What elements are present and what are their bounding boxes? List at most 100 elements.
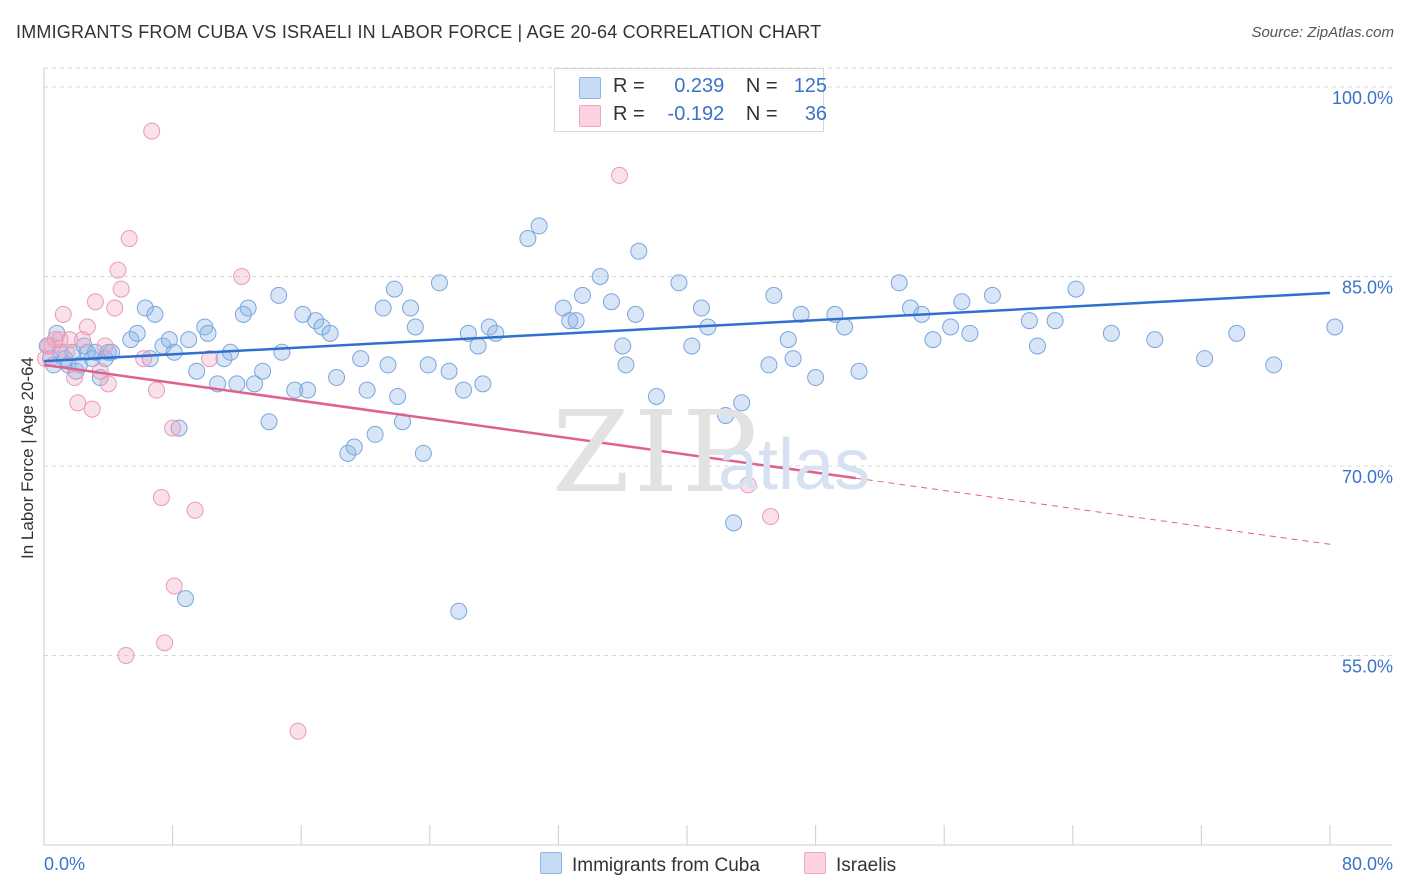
y-axis-label: In Labor Force | Age 20-64 [18, 357, 37, 559]
cuba-point [670, 274, 688, 292]
israelis-point [152, 489, 170, 507]
israelis-point [289, 722, 307, 740]
cuba-point [561, 312, 579, 330]
cuba-point [683, 337, 701, 355]
cuba-point [836, 318, 854, 336]
cuba-point [419, 356, 437, 374]
cuba-point [890, 274, 908, 292]
israelis-point [610, 166, 628, 184]
cuba-point [733, 394, 751, 412]
bottom-legend-cuba: Immigrants from Cuba [540, 852, 760, 877]
cuba-point [1146, 331, 1164, 349]
cuba-point [170, 419, 188, 437]
cuba-point [725, 514, 743, 532]
cuba-point [358, 381, 376, 399]
cuba-point [807, 369, 825, 387]
cuba-point [602, 293, 620, 311]
cuba-point [530, 217, 548, 235]
cuba-point [765, 286, 783, 304]
cuba-point [519, 230, 537, 248]
cuba-point [328, 369, 346, 387]
israelis-point [120, 230, 138, 248]
cuba-point [339, 444, 357, 462]
israelis-point [117, 646, 135, 664]
cuba-point [345, 438, 363, 456]
israelis-point [135, 350, 153, 368]
cuba-point [307, 312, 325, 330]
cuba-point [273, 343, 291, 361]
israelis-point [78, 318, 96, 336]
israelis-point [186, 501, 204, 519]
israelis-point [106, 299, 124, 317]
israelis-point [61, 331, 79, 349]
legend-r-label: R = [613, 103, 645, 125]
cuba-trend-line [43, 291, 1331, 363]
israelis-point [83, 400, 101, 418]
cuba-point [1067, 280, 1085, 298]
cuba-point [983, 286, 1001, 304]
legend-swatch-israelis [579, 105, 601, 127]
y-tick-label: 55.0% [1342, 656, 1393, 676]
cuba-point [450, 602, 468, 620]
bottom-legend-swatch-cuba [540, 852, 562, 874]
cuba-point [374, 299, 392, 317]
cuba-point [1228, 324, 1246, 342]
trend-layer [43, 291, 1331, 545]
cuba-point [246, 375, 264, 393]
israelis-point [99, 375, 117, 393]
watermark-zip: ZIP [552, 388, 762, 518]
israelis-point [156, 634, 174, 652]
cuba-point [455, 381, 473, 399]
cuba-point [260, 413, 278, 431]
y-tick-labels: 55.0% 70.0% 85.0% 100.0% [1332, 88, 1393, 677]
israelis-trend-line-extension [855, 477, 1331, 545]
cuba-point [1326, 318, 1344, 336]
israelis-point [165, 577, 183, 595]
cuba-point [165, 343, 183, 361]
israelis-point [86, 293, 104, 311]
cuba-point [188, 362, 206, 380]
cuba-point [406, 318, 424, 336]
cuba-point [469, 337, 487, 355]
cuba-point [389, 387, 407, 405]
cuba-point [366, 425, 384, 443]
israelis-point [762, 508, 780, 526]
cuba-point [128, 324, 146, 342]
israelis-point [66, 369, 84, 387]
series-israelis-points [37, 122, 780, 740]
cuba-point [1028, 337, 1046, 355]
cuba-point [414, 444, 432, 462]
israelis-point [143, 122, 161, 140]
bottom-legend-israelis: Israelis [804, 852, 896, 877]
y-tick-label: 85.0% [1342, 277, 1393, 297]
cuba-point [385, 280, 403, 298]
cuba-point [1265, 356, 1283, 374]
cuba-point [239, 299, 257, 317]
cuba-point [487, 324, 505, 342]
y-tick-label: 70.0% [1342, 467, 1393, 487]
israelis-point [739, 476, 757, 494]
cuba-point [614, 337, 632, 355]
israelis-point [69, 394, 87, 412]
cuba-point [942, 318, 960, 336]
cuba-point [792, 305, 810, 323]
cuba-point [160, 331, 178, 349]
cuba-point [480, 318, 498, 336]
cuba-point [617, 356, 635, 374]
watermark-atlas: atlas [718, 425, 871, 505]
cuba-point [647, 387, 665, 405]
correlation-legend: R = 0.239 N = 125 R = -0.192 N = 36 [554, 68, 827, 132]
israelis-point [46, 331, 64, 349]
cuba-point [574, 286, 592, 304]
legend-r-label: R = [613, 75, 645, 97]
cuba-point [176, 590, 194, 608]
cuba-point [591, 267, 609, 285]
cuba-point [717, 406, 735, 424]
israelis-point [96, 337, 114, 355]
cuba-point [961, 324, 979, 342]
legend-n-label: N = [745, 75, 778, 97]
chart-title: IMMIGRANTS FROM CUBA VS ISRAELI IN LABOR… [16, 22, 822, 42]
x-tick-label-min: 0.0% [44, 854, 85, 874]
israelis-point [148, 381, 166, 399]
cuba-point [321, 324, 339, 342]
